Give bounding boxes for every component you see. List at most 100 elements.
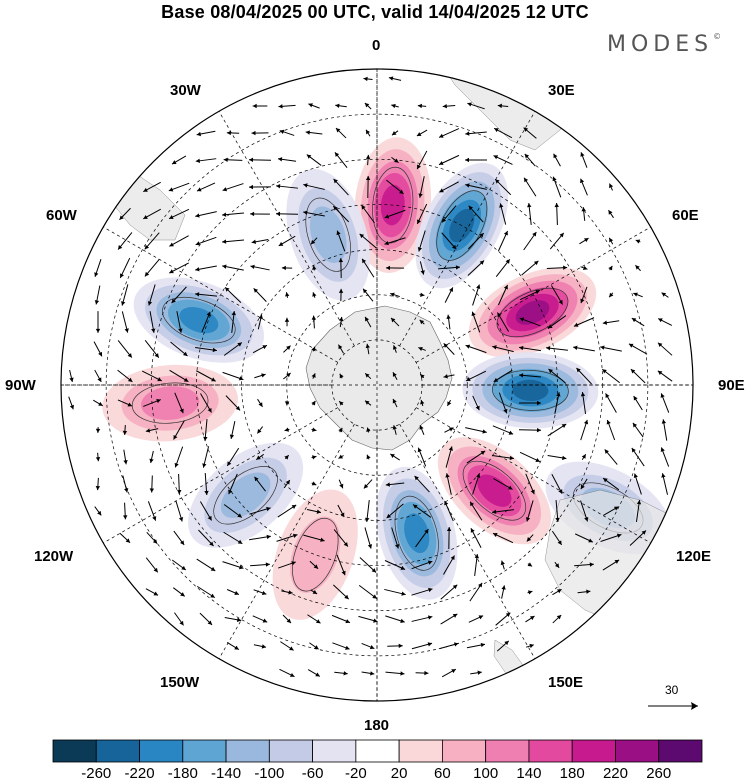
wind-vector xyxy=(203,419,208,441)
wind-vector xyxy=(416,150,428,170)
colorbar-swatch xyxy=(571,739,616,763)
wind-vector xyxy=(602,559,620,571)
wind-vector xyxy=(123,449,128,465)
wind-vector xyxy=(466,642,486,649)
wind-vector xyxy=(173,420,185,440)
wind-vector xyxy=(311,455,317,460)
wind-vector xyxy=(606,419,616,441)
wind-vector xyxy=(95,311,101,333)
wind-vector xyxy=(385,265,405,271)
wind-vector xyxy=(573,345,595,352)
wind-vector xyxy=(171,559,187,571)
wind-vector xyxy=(168,208,190,220)
wind-vector xyxy=(387,643,403,649)
colorbar-tick-label: 20 xyxy=(390,765,408,782)
wind-vector xyxy=(331,614,351,624)
wind-vector xyxy=(467,102,485,110)
map-boundary xyxy=(60,68,694,702)
wind-vector xyxy=(549,232,565,250)
wind-vector xyxy=(547,423,567,437)
wind-vector xyxy=(499,203,507,225)
wind-vector xyxy=(386,179,404,195)
wind-vector xyxy=(171,155,187,165)
wind-vector xyxy=(358,585,378,599)
wind-vector xyxy=(443,555,455,575)
wind-vector xyxy=(660,447,670,467)
wind-vector xyxy=(365,343,370,355)
wind-vector xyxy=(441,205,457,223)
wind-vector xyxy=(629,530,647,546)
latitude-circle xyxy=(105,113,649,657)
wind-vector xyxy=(252,103,268,109)
wind-vector xyxy=(284,317,290,327)
wind-vector xyxy=(199,501,213,521)
wind-vector xyxy=(195,265,217,272)
wind-vector xyxy=(364,527,373,549)
wind-vector xyxy=(501,585,506,599)
wind-vector xyxy=(278,104,296,109)
wind-vector xyxy=(361,258,375,278)
latitude-circle xyxy=(286,294,468,476)
wind-vector xyxy=(468,205,484,223)
wind-vector xyxy=(632,422,644,438)
wind-vector xyxy=(601,368,621,384)
wind-vector xyxy=(285,292,290,298)
wind-vector xyxy=(551,285,563,305)
wind-vector xyxy=(417,447,427,467)
wind-vector xyxy=(581,453,587,461)
wind-vector xyxy=(278,235,296,247)
wind-vector xyxy=(414,475,430,493)
colorbar-swatch xyxy=(182,739,227,763)
wind-vector xyxy=(492,345,514,353)
wind-vector xyxy=(386,503,404,519)
wind-vector xyxy=(493,478,513,490)
wind-vector xyxy=(580,152,588,168)
wind-vector xyxy=(279,129,295,136)
wind-vector xyxy=(519,317,541,327)
wind-vector xyxy=(332,584,350,600)
wind-vector xyxy=(311,400,316,406)
wind-vector xyxy=(630,368,646,384)
wind-vector xyxy=(226,641,240,651)
wind-vector xyxy=(391,156,399,164)
wind-vector xyxy=(335,103,347,108)
wind-vector xyxy=(548,368,566,384)
wind-vector xyxy=(223,342,243,356)
wind-vector xyxy=(551,530,563,546)
wind-vector xyxy=(605,393,617,413)
wind-vector xyxy=(523,231,537,251)
wind-vector xyxy=(635,500,642,522)
lon-label-90w: 90W xyxy=(5,377,36,394)
wind-vector xyxy=(525,473,535,495)
wind-vector xyxy=(195,346,217,353)
map-title: Base 08/04/2025 00 UTC, valid 14/04/2025… xyxy=(161,2,589,22)
wind-vector xyxy=(141,370,163,382)
wind-vector xyxy=(95,477,101,491)
wind-vector xyxy=(411,642,433,650)
wind-vector xyxy=(444,500,454,522)
wind-vector xyxy=(195,211,217,218)
wind-vector xyxy=(284,454,290,460)
wind-vector xyxy=(195,158,217,163)
wind-vector xyxy=(176,311,183,333)
wind-vector xyxy=(169,369,189,383)
wind-vector xyxy=(519,373,541,378)
wind-vector xyxy=(547,315,567,329)
wind-vector xyxy=(493,369,513,383)
wind-vector xyxy=(69,369,74,383)
colorbar-swatch xyxy=(139,739,184,763)
wind-vector xyxy=(311,373,316,379)
wind-vector xyxy=(500,560,505,570)
wind-vector xyxy=(338,454,344,459)
wind-vector xyxy=(364,400,372,406)
latitude-circle xyxy=(196,204,558,566)
wind-vector xyxy=(580,178,588,196)
wind-vector xyxy=(552,614,562,624)
wind-vector xyxy=(416,129,428,137)
wind-vector xyxy=(657,370,673,382)
wind-vector xyxy=(419,292,425,297)
wind-vector xyxy=(336,554,346,576)
wind-vector xyxy=(660,393,670,413)
wind-vector xyxy=(279,668,295,678)
